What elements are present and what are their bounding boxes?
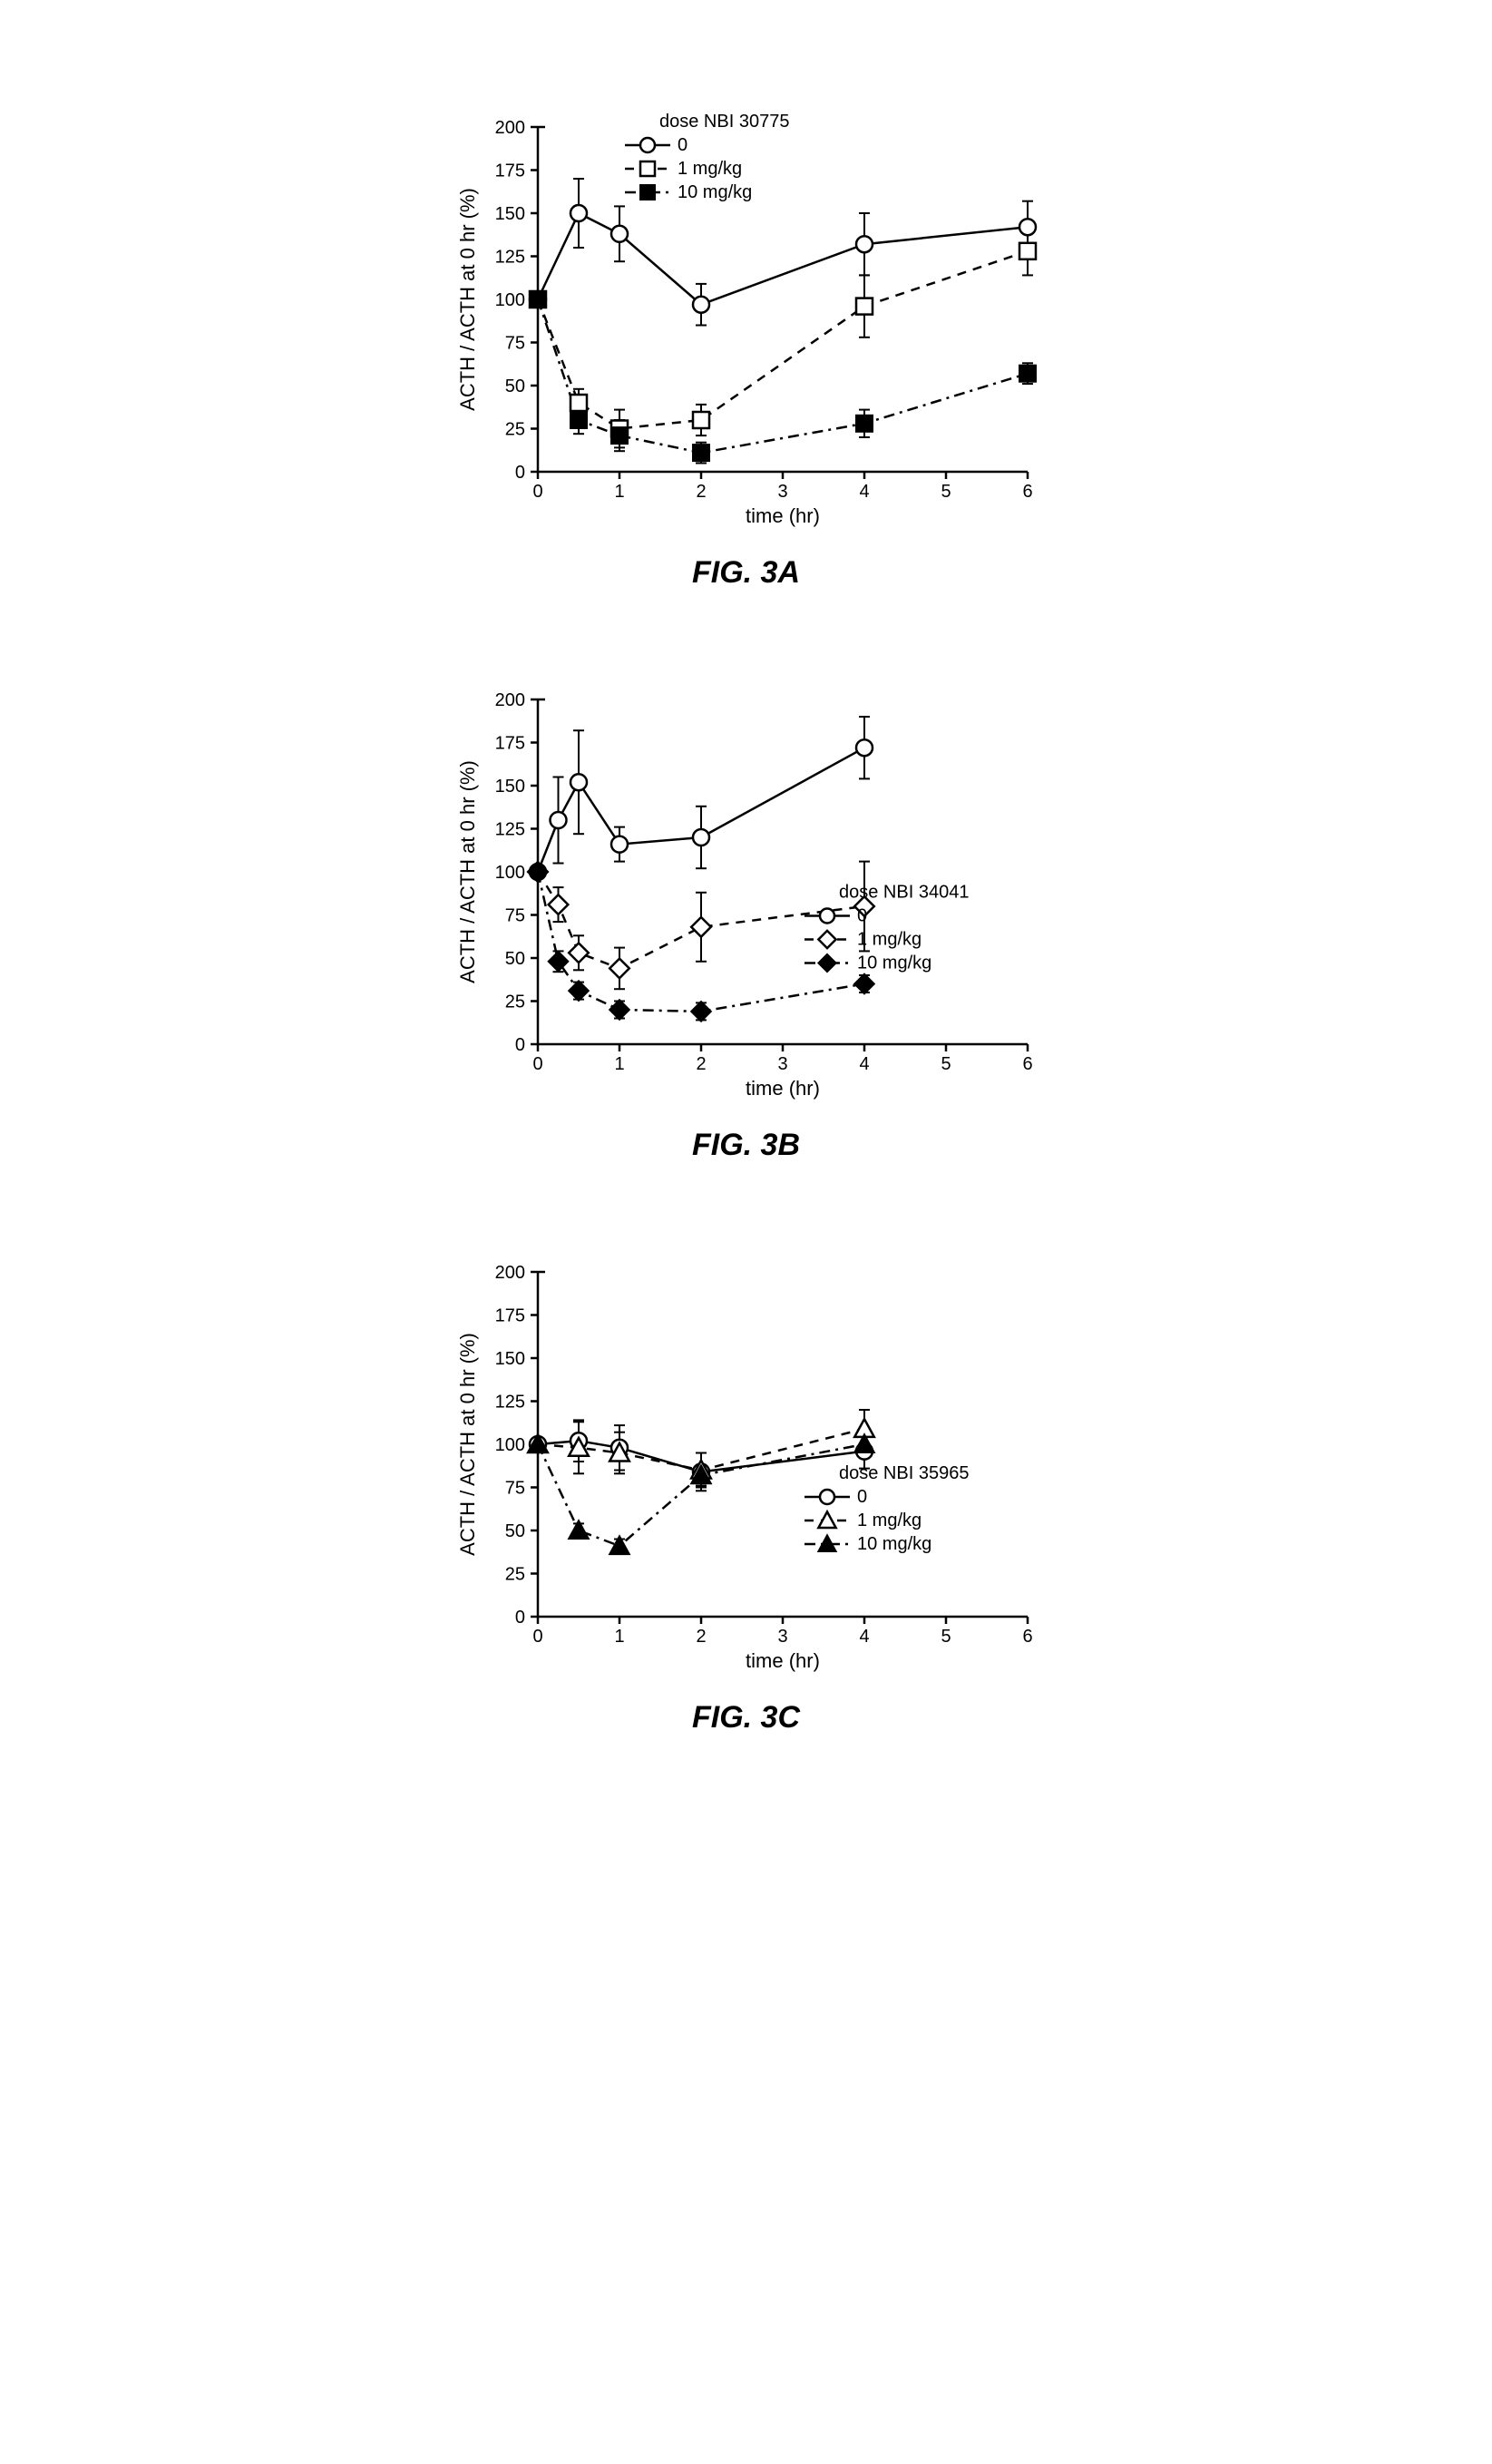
svg-text:125: 125 — [494, 1393, 524, 1413]
svg-text:1: 1 — [614, 482, 624, 502]
svg-text:time (hr): time (hr) — [746, 504, 820, 527]
svg-text:175: 175 — [494, 161, 524, 181]
svg-text:3: 3 — [777, 1054, 787, 1074]
svg-text:6: 6 — [1022, 482, 1032, 502]
svg-text:4: 4 — [859, 1054, 869, 1074]
chart-a-svg: 0 1 2 3 4 5 6 time (hr) 0 25 50 75 100 125 150 175 200 AC… — [420, 73, 1073, 544]
panel-c-title: FIG. 3C — [692, 1700, 800, 1736]
svg-text:3: 3 — [777, 482, 787, 502]
svg-text:dose NBI 34041: dose NBI 34041 — [839, 883, 969, 903]
svg-text:125: 125 — [494, 820, 524, 840]
svg-text:75: 75 — [504, 906, 524, 926]
svg-text:175: 175 — [494, 734, 524, 754]
svg-text:time (hr): time (hr) — [746, 1649, 820, 1672]
panel-b-title: FIG. 3B — [692, 1128, 800, 1163]
svg-text:100: 100 — [494, 290, 524, 310]
svg-text:1: 1 — [614, 1627, 624, 1647]
svg-text:ACTH / ACTH at 0 hr (%): ACTH / ACTH at 0 hr (%) — [456, 1333, 479, 1556]
svg-text:150: 150 — [494, 777, 524, 797]
svg-text:time (hr): time (hr) — [746, 1077, 820, 1100]
svg-text:100: 100 — [494, 1435, 524, 1455]
svg-text:10 mg/kg: 10 mg/kg — [857, 953, 931, 973]
svg-text:5: 5 — [941, 482, 951, 502]
panel-c: 0 1 2 3 4 5 6 time (hr) 0 25 50 75 100 125 150 175 200 AC… — [420, 1217, 1073, 1736]
svg-text:6: 6 — [1022, 1627, 1032, 1647]
svg-text:150: 150 — [494, 1349, 524, 1369]
svg-text:1 mg/kg: 1 mg/kg — [857, 1511, 922, 1530]
svg-text:1 mg/kg: 1 mg/kg — [678, 159, 742, 179]
svg-text:10 mg/kg: 10 mg/kg — [857, 1534, 931, 1554]
svg-text:75: 75 — [504, 334, 524, 354]
svg-text:ACTH / ACTH at 0 hr (%): ACTH / ACTH at 0 hr (%) — [456, 760, 479, 983]
svg-text:0: 0 — [514, 1608, 524, 1628]
svg-text:50: 50 — [504, 1521, 524, 1541]
svg-text:125: 125 — [494, 248, 524, 268]
svg-text:25: 25 — [504, 1565, 524, 1585]
svg-text:0: 0 — [857, 906, 867, 926]
svg-text:5: 5 — [941, 1054, 951, 1074]
svg-text:0: 0 — [532, 1054, 542, 1074]
svg-text:4: 4 — [859, 1627, 869, 1647]
svg-text:25: 25 — [504, 992, 524, 1012]
svg-text:0: 0 — [532, 482, 542, 502]
svg-text:0: 0 — [678, 135, 687, 155]
svg-text:ACTH / ACTH at 0 hr (%): ACTH / ACTH at 0 hr (%) — [456, 188, 479, 411]
svg-text:200: 200 — [494, 1263, 524, 1283]
svg-text:150: 150 — [494, 204, 524, 224]
svg-text:2: 2 — [696, 482, 706, 502]
svg-text:100: 100 — [494, 863, 524, 883]
panel-b: 0 1 2 3 4 5 6 time (hr) 0 25 50 75 100 125 150 175 200 AC… — [420, 645, 1073, 1163]
svg-text:1: 1 — [614, 1054, 624, 1074]
chart-b-svg: 0 1 2 3 4 5 6 time (hr) 0 25 50 75 100 125 150 175 200 AC… — [420, 645, 1073, 1117]
svg-text:6: 6 — [1022, 1054, 1032, 1074]
svg-text:75: 75 — [504, 1479, 524, 1499]
svg-text:0: 0 — [514, 463, 524, 483]
svg-text:25: 25 — [504, 420, 524, 440]
svg-text:50: 50 — [504, 376, 524, 396]
svg-text:200: 200 — [494, 118, 524, 138]
svg-text:5: 5 — [941, 1627, 951, 1647]
svg-text:2: 2 — [696, 1054, 706, 1074]
svg-text:dose NBI 35965: dose NBI 35965 — [839, 1463, 969, 1483]
panel-a: 0 1 2 3 4 5 6 time (hr) 0 25 50 75 100 125 150 175 200 AC… — [420, 73, 1073, 591]
svg-text:dose NBI 30775: dose NBI 30775 — [659, 112, 789, 132]
chart-c-svg: 0 1 2 3 4 5 6 time (hr) 0 25 50 75 100 125 150 175 200 AC… — [420, 1217, 1073, 1689]
svg-text:1 mg/kg: 1 mg/kg — [857, 930, 922, 950]
figure-container: 0123456time (hr)0255075100125150175200AC… — [36, 73, 1456, 1736]
svg-text:3: 3 — [777, 1627, 787, 1647]
svg-text:175: 175 — [494, 1306, 524, 1326]
svg-text:200: 200 — [494, 690, 524, 710]
panel-a-title: FIG. 3A — [692, 555, 800, 591]
svg-text:2: 2 — [696, 1627, 706, 1647]
svg-text:0: 0 — [514, 1035, 524, 1055]
svg-text:0: 0 — [532, 1627, 542, 1647]
svg-text:50: 50 — [504, 949, 524, 969]
svg-text:0: 0 — [857, 1487, 867, 1507]
svg-text:4: 4 — [859, 482, 869, 502]
svg-text:10 mg/kg: 10 mg/kg — [678, 182, 752, 202]
